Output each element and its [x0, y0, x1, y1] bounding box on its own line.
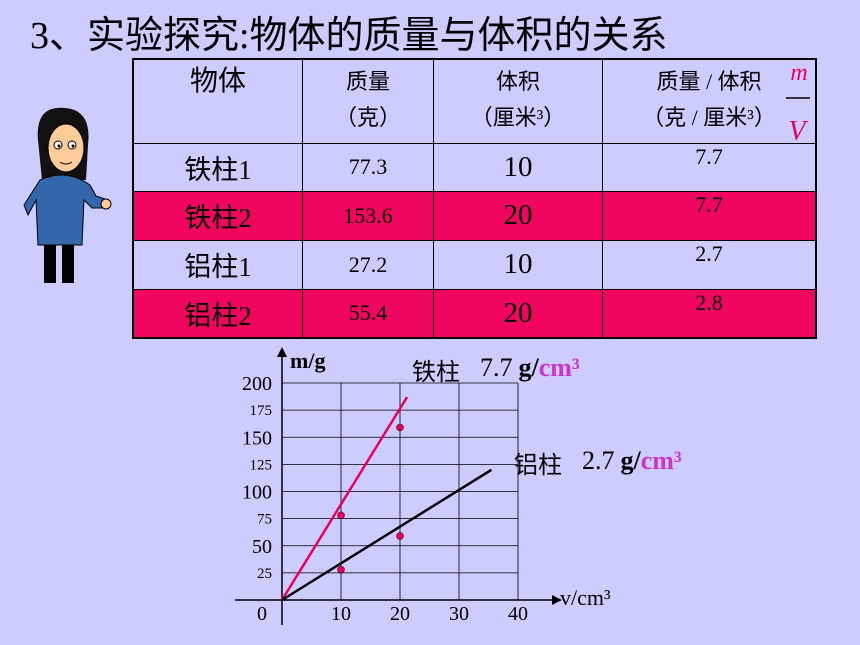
y-tick-label: 175: [250, 403, 273, 419]
table-cell: 7.7: [602, 142, 817, 192]
formula-numerator: m: [790, 60, 807, 86]
y-tick-label: 150: [242, 427, 272, 449]
x-axis-label: v/cm³: [560, 585, 611, 610]
table-cell: 55.4: [302, 288, 434, 339]
table-cell: 2.7: [602, 239, 817, 290]
y-tick-label: 75: [257, 512, 272, 528]
table-row: 铁柱1 77.3 10 7.7: [132, 142, 817, 192]
density-value: 7.7: [480, 353, 513, 382]
header-text: （厘米³）: [470, 105, 566, 130]
table-cell: 10: [433, 142, 603, 192]
table-row: 铁柱2 153.6 20 7.7: [132, 190, 817, 241]
y-tick-label: 50: [252, 536, 272, 558]
y-tick-label: 25: [257, 566, 272, 582]
x-tick-label: 40: [508, 603, 528, 625]
series-name: 铁柱: [412, 359, 460, 386]
formula-denominator: V: [788, 116, 808, 147]
formula: m V: [786, 60, 810, 147]
table-cell: 2.8: [602, 288, 817, 339]
series-name: 铝柱: [514, 452, 562, 479]
density-unit-den: cm³: [539, 353, 580, 382]
density-unit-den: cm³: [641, 446, 682, 475]
header-text: （克 / 厘米³）: [642, 105, 776, 130]
data-point: [337, 565, 345, 574]
header-text: 体积: [495, 69, 540, 94]
density-label: 7.7 g/cm³: [480, 353, 580, 382]
x-tick-label: 30: [449, 603, 469, 625]
density-unit: g/: [519, 353, 540, 382]
y-tick-label: 125: [250, 457, 273, 473]
teacher-figure: [23, 107, 112, 283]
density-unit: g/: [621, 446, 642, 475]
header-text: 物体: [189, 66, 246, 97]
table-cell: 铁柱1: [132, 142, 303, 192]
table-cell: 20: [433, 190, 603, 241]
table-cell: 10: [433, 239, 603, 290]
y-tick-label: 200: [242, 373, 272, 395]
x-tick-label: 0: [257, 603, 267, 625]
table-row: 铝柱2 55.4 20 2.8: [132, 288, 817, 339]
density-value: 2.7: [582, 446, 615, 475]
header-text: 质量 / 体积: [656, 69, 762, 94]
table-cell: 铁柱2: [132, 190, 303, 241]
series-line: [280, 396, 409, 601]
data-point: [396, 423, 404, 432]
header-text: 质量: [345, 69, 390, 94]
table-cell: 7.7: [602, 190, 817, 241]
data-point: [396, 532, 404, 540]
header-text: （克）: [334, 105, 401, 130]
data-point: [337, 511, 345, 520]
table-row: 铝柱1 27.2 10 2.7: [132, 239, 817, 290]
y-axis-arrow: [277, 347, 287, 357]
x-tick-label: 10: [331, 603, 351, 625]
y-tick-label: 100: [242, 482, 272, 504]
density-label: 2.7 g/cm³: [582, 446, 682, 475]
header-cell: 质量 / 体积 （克 / 厘米³）: [602, 58, 817, 144]
table-cell: 27.2: [302, 239, 434, 290]
y-axis-label: m/g: [290, 348, 325, 373]
slide-title: 3、实验探究:物体的质量与体积的关系: [30, 15, 668, 57]
x-axis-arrow: [552, 595, 562, 605]
table-cell: 20: [433, 288, 603, 339]
table-cell: 153.6: [302, 190, 434, 241]
x-tick-label: 20: [390, 603, 410, 625]
series-line: [281, 468, 493, 602]
table-cell: 铝柱1: [132, 239, 303, 290]
data-table: 物体 质量 （克） 体积 （厘米³） 质量 / 体积 （克 / 厘米³） 铁柱1 77.3 10 7…: [132, 58, 817, 339]
table-cell: 铝柱2: [132, 288, 303, 339]
